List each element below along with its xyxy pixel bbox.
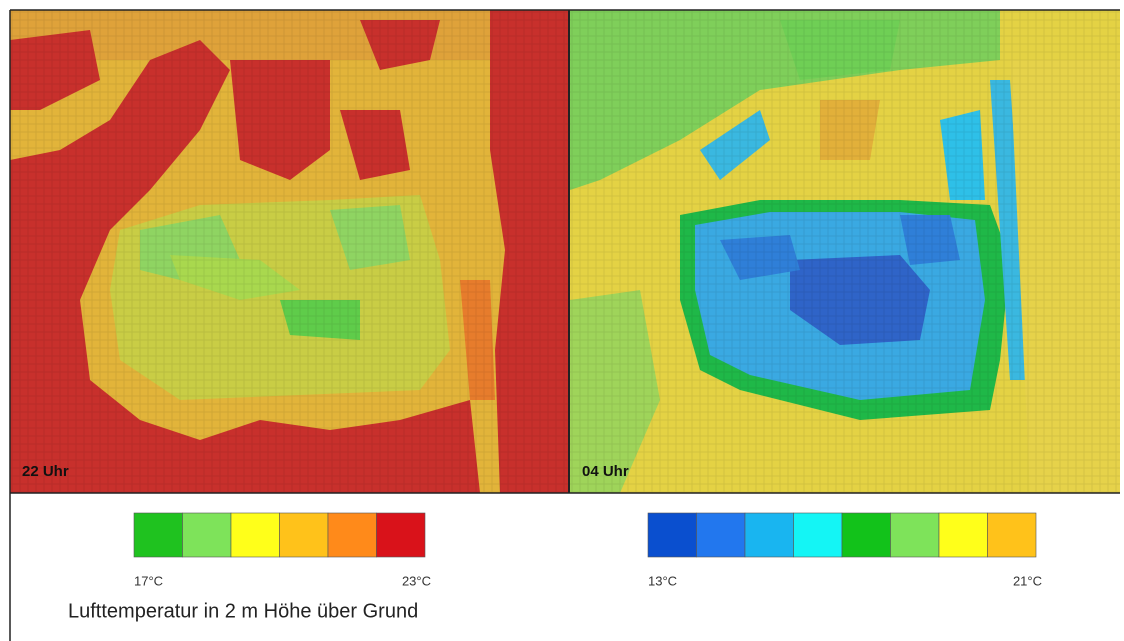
legend-swatch [745,513,794,557]
legend-swatch [891,513,940,557]
legend-swatch [697,513,746,557]
panel-label: 04 Uhr [582,463,629,480]
panel-label: 22 Uhr [22,463,69,480]
legend-swatch [231,513,280,557]
legend-swatch [183,513,232,557]
legend: 13°C 21°C [648,513,1042,588]
legend-swatch [648,513,697,557]
legend-swatch [280,513,329,557]
legend-swatch [794,513,843,557]
caption: Lufttemperatur in 2 m Höhe über Grund [68,600,418,622]
legend-min-label: 17°C [134,573,163,588]
map-22 [10,10,568,493]
legend-swatch [134,513,183,557]
legend-swatch [939,513,988,557]
legend-max-label: 23°C [402,573,431,588]
legend-swatch [988,513,1037,557]
legend-swatch [842,513,891,557]
legend: 17°C 23°C [134,513,431,588]
page: 22 Uhr 04 Uhr 17°C 23°C 13°C 21°C Lufttemp… [0,0,1124,641]
legend-max-label: 21°C [1013,573,1042,588]
legend-min-label: 13°C [648,573,677,588]
legend-swatch [377,513,426,557]
legend-swatch [328,513,377,557]
map-04 [570,10,1120,493]
